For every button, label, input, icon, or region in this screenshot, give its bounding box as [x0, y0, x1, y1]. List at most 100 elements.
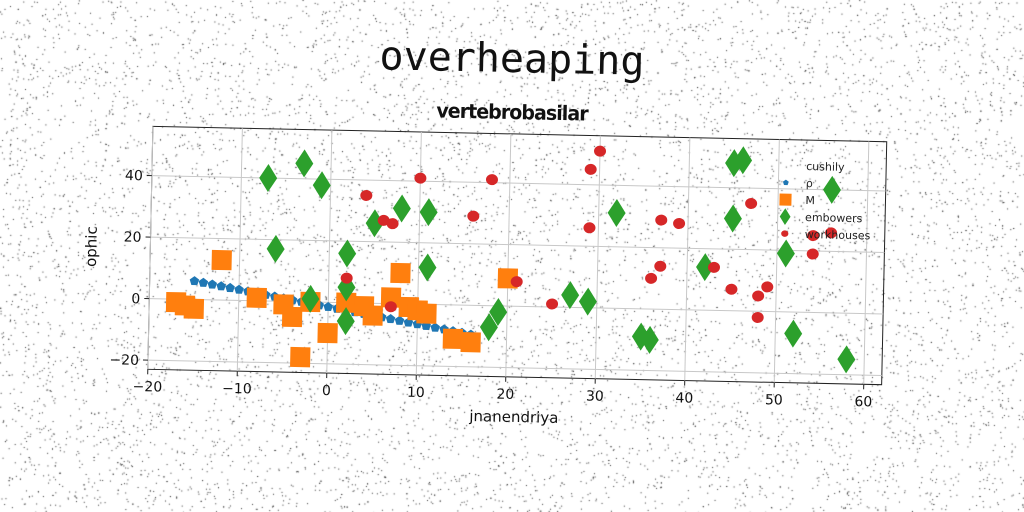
data-point-diamond	[823, 175, 841, 204]
data-points	[165, 145, 856, 374]
x-tick-label: 30	[586, 388, 604, 404]
data-point-pentagon	[323, 301, 333, 312]
data-point-diamond	[479, 313, 498, 342]
legend-label: workhouses	[805, 228, 871, 242]
data-point-diamond	[336, 307, 355, 336]
data-point-circle	[546, 298, 559, 310]
x-grid-line	[594, 135, 601, 379]
data-point-diamond	[259, 164, 278, 193]
data-point-diamond	[301, 284, 320, 313]
data-point-pentagon	[207, 279, 218, 289]
data-point-circle	[707, 261, 720, 273]
grid-lines	[147, 126, 886, 385]
legend-label: ρ	[806, 177, 813, 190]
data-point-square	[335, 292, 357, 313]
data-point-square	[211, 249, 232, 271]
x-tick-label: 10	[407, 385, 425, 401]
data-point-square	[317, 322, 338, 344]
x-grid-line	[684, 137, 691, 381]
data-point-square	[416, 303, 437, 324]
y-tick-label: 20	[124, 230, 142, 246]
data-point-diamond	[631, 322, 650, 351]
data-point-diamond	[312, 171, 331, 200]
data-point-diamond	[776, 239, 795, 268]
data-point-circle	[761, 281, 774, 293]
data-point-diamond	[837, 345, 856, 374]
legend-marker-circle	[781, 230, 789, 237]
legend-marker-diamond	[779, 208, 791, 226]
legend-marker-pentagon	[782, 179, 789, 186]
data-point-pentagon	[394, 315, 405, 325]
data-point-circle	[467, 210, 480, 222]
data-point-pentagon	[189, 276, 200, 286]
data-point-pentagon	[385, 313, 396, 324]
data-point-diamond	[338, 239, 357, 268]
x-grid-line	[863, 141, 870, 385]
data-point-circle	[386, 218, 399, 230]
data-point-square	[442, 328, 464, 349]
data-point-circle	[594, 145, 607, 157]
data-point-diamond	[578, 287, 597, 316]
data-point-pentagon	[225, 282, 235, 293]
y-tick-label: 40	[125, 168, 143, 184]
data-point-square	[460, 332, 481, 353]
data-point-diamond	[561, 281, 580, 310]
data-point-square	[390, 262, 411, 284]
x-axis-label: jnanendriya	[468, 407, 558, 427]
data-point-square	[281, 306, 303, 328]
y-grid-line	[150, 236, 885, 253]
data-point-circle	[806, 248, 819, 260]
data-point-square	[380, 287, 402, 308]
data-point-circle	[414, 172, 427, 184]
x-tick-label: 50	[765, 392, 783, 408]
data-point-circle	[510, 276, 523, 288]
data-point-pentagon	[234, 284, 244, 294]
data-point-circle	[645, 272, 658, 284]
x-tick-label: 20	[496, 387, 514, 403]
legend-marker-square	[779, 193, 792, 206]
data-point-circle	[384, 301, 397, 313]
data-point-circle	[673, 218, 686, 230]
x-grid-line	[505, 133, 512, 377]
x-tick-label: 40	[675, 390, 693, 406]
data-point-diamond	[266, 234, 285, 263]
x-tick-label: −10	[222, 381, 252, 398]
legend-label: cushily	[806, 160, 845, 174]
data-point-pentagon	[198, 277, 209, 287]
data-point-diamond	[392, 194, 411, 223]
x-grid-line	[773, 139, 780, 383]
legend-label: M	[805, 194, 815, 207]
y-grid-line	[149, 298, 884, 315]
data-point-circle	[807, 230, 820, 242]
x-grid-line	[415, 131, 422, 375]
data-point-square	[290, 346, 311, 368]
data-point-circle	[584, 163, 597, 175]
x-axis-ticks: −20 −10 0 10 20 30 40 50 60	[132, 369, 872, 410]
y-grid-line	[147, 359, 882, 376]
data-point-diamond	[295, 149, 314, 178]
x-grid-line	[236, 128, 243, 372]
data-point-circle	[655, 214, 668, 226]
data-point-circle	[751, 311, 764, 323]
data-point-square	[246, 287, 267, 308]
data-point-square	[362, 305, 383, 326]
data-point-circle	[752, 290, 765, 302]
data-point-circle	[485, 174, 498, 186]
x-grid-line	[147, 126, 154, 370]
data-point-circle	[583, 222, 596, 234]
y-axis-ticks: −20 0 20 40	[109, 168, 152, 369]
data-point-square	[183, 298, 205, 319]
y-tick-label: 0	[131, 291, 140, 307]
data-point-diamond	[696, 253, 715, 282]
data-point-diamond	[489, 298, 508, 327]
data-point-circle	[360, 189, 373, 201]
data-point-diamond	[419, 198, 438, 227]
data-point-diamond	[365, 209, 384, 238]
data-point-circle	[725, 283, 738, 295]
data-point-pentagon	[216, 281, 226, 291]
data-point-diamond	[734, 146, 753, 175]
plot-frame	[147, 125, 888, 386]
